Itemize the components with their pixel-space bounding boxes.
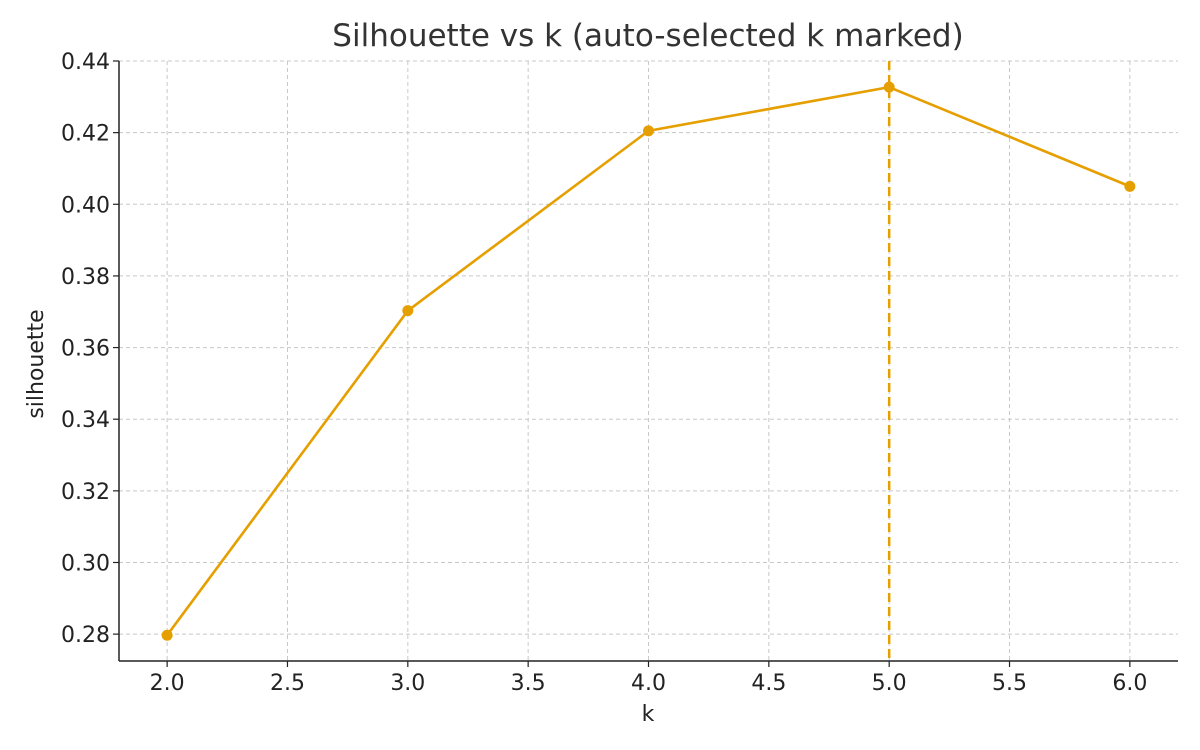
data-point [643, 125, 654, 137]
y-tick-label: 0.28 [61, 623, 110, 648]
y-tick-label: 0.42 [61, 122, 110, 147]
data-point [402, 305, 414, 317]
x-tick-label: 3.0 [390, 671, 425, 696]
data-point [1124, 180, 1136, 192]
x-tick-label: 5.0 [872, 671, 907, 696]
y-tick-label: 0.40 [61, 193, 110, 218]
ticks-layer: 2.0 2.5 3.0 3.5 4.0 4.5 5.0 5.5 6.0 0.28 0.30 0.32 0… [61, 50, 1147, 696]
y-tick-label: 0.38 [61, 265, 110, 290]
y-tick-label: 0.32 [61, 480, 110, 505]
grid-layer [119, 60, 1178, 661]
chart-title: Silhouette vs k (auto-selected k marked) [332, 18, 963, 54]
x-tick-label: 2.0 [150, 671, 185, 696]
y-axis-title: silhouette [24, 309, 49, 418]
data-point [883, 81, 895, 93]
y-tick-label: 0.36 [61, 337, 110, 362]
x-tick-label: 5.5 [992, 671, 1027, 696]
x-tick-label: 4.0 [631, 671, 666, 696]
data-point [161, 629, 173, 641]
axes-layer [118, 61, 1178, 662]
y-tick-label: 0.30 [61, 551, 110, 576]
y-tick-label: 0.34 [61, 408, 110, 433]
x-tick-label: 3.5 [511, 671, 546, 696]
x-tick-label: 2.5 [270, 671, 305, 696]
x-tick-label: 4.5 [751, 671, 786, 696]
x-axis-title: k [642, 702, 655, 727]
x-tick-label: 6.0 [1112, 671, 1147, 696]
series-layer [161, 81, 1136, 641]
y-tick-label: 0.44 [61, 50, 110, 75]
